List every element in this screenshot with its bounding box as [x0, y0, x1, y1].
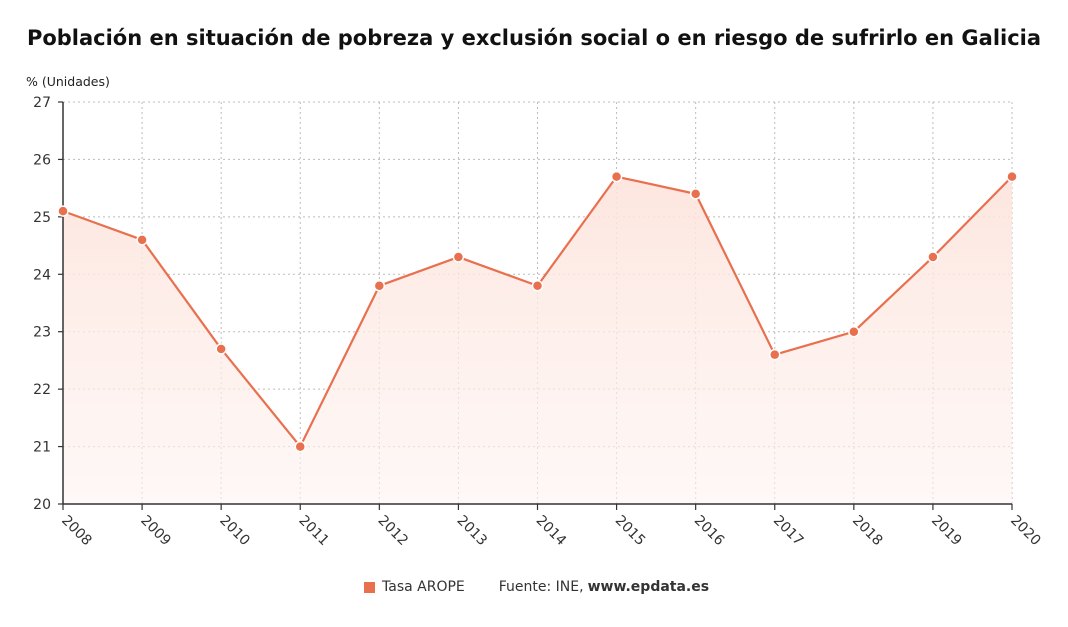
- data-point-2012: [373, 280, 386, 292]
- y-tick-label: 24: [33, 267, 51, 283]
- data-point-2013: [452, 251, 465, 263]
- x-tick-label: 2020: [1007, 513, 1044, 550]
- x-tick-label: 2019: [928, 513, 965, 550]
- x-tick-label: 2012: [375, 513, 412, 550]
- y-tick-label: 22: [33, 382, 51, 398]
- x-tick-label: 2018: [849, 513, 886, 550]
- legend: Tasa AROPE Fuente: INE, www.epdata.es: [364, 579, 709, 595]
- data-point-2015: [610, 170, 623, 183]
- data-point-2010: [215, 343, 227, 355]
- source-domain: www.epdata.es: [587, 579, 710, 595]
- x-tick-label: 2014: [533, 513, 570, 550]
- x-tick-label: 2013: [454, 513, 491, 550]
- source-prefix: Fuente: INE,: [498, 579, 584, 595]
- legend-series-label: Tasa AROPE: [382, 579, 465, 595]
- area-fill: [63, 176, 1012, 504]
- x-tick-label: 2015: [612, 513, 649, 550]
- data-point-2014: [531, 280, 544, 292]
- data-point-2011: [294, 440, 306, 453]
- data-point-2009: [136, 234, 148, 246]
- chart-title: Población en situación de pobreza y excl…: [26, 26, 1042, 50]
- y-tick-label: 20: [33, 497, 51, 513]
- data-point-2019: [927, 251, 939, 263]
- series-area: [63, 176, 1012, 504]
- data-points: [57, 170, 1018, 453]
- x-tick-label: 2017: [770, 513, 807, 550]
- y-tick-label: 25: [33, 210, 51, 226]
- x-tick-label: 2008: [58, 513, 95, 550]
- y-tick-label: 26: [33, 152, 51, 168]
- data-point-2016: [689, 188, 702, 200]
- x-tick-label: 2011: [295, 513, 332, 550]
- y-tick-label: 23: [33, 325, 51, 341]
- legend-swatch: [364, 581, 375, 593]
- y-tick-labels: 20 21 22 23 24 25 26 27: [33, 95, 51, 513]
- axes: [58, 101, 1013, 510]
- data-point-2018: [848, 325, 860, 338]
- y-tick-label: 21: [33, 440, 51, 456]
- y-tick-label: 27: [33, 95, 51, 111]
- x-tick-label: 2010: [216, 513, 253, 550]
- x-tick-label: 2016: [691, 513, 728, 550]
- data-point-2008: [57, 205, 69, 217]
- y-axis-unit-label: % (Unidades): [26, 74, 110, 89]
- x-tick-label: 2009: [137, 513, 174, 550]
- x-tick-labels: 2008 2009 2010 2011 2012 2013 2014 2015 2016 2017…: [58, 513, 1044, 550]
- data-point-2020: [1006, 170, 1018, 183]
- data-point-2017: [769, 348, 781, 361]
